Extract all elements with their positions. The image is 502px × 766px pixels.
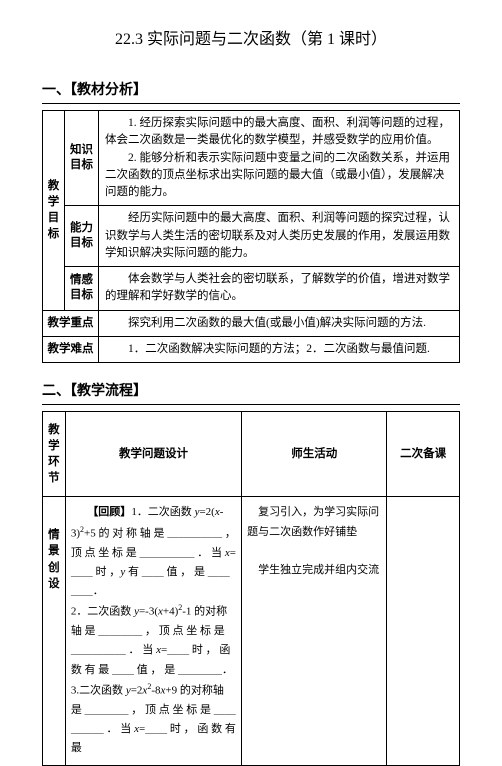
difficulty-text: 1．二次函数解决实际问题的方法；2．二次函数与最值问题.	[99, 336, 460, 362]
row-label: 能力目标	[65, 206, 99, 267]
table-header-row: 教学环节 教学问题设计 师生活动 二次备课	[43, 412, 460, 497]
activity-cell: 复习引入，为学习实际问题与二次函数作好铺垫 学生独立完成并组内交流	[242, 497, 387, 765]
table-row: 教学难点 1．二次函数解决实际问题的方法；2．二次函数与最值问题.	[43, 336, 460, 362]
table-row: 情景创设 【回顾】1．二次函数 y=2(x-3)2+5 的 对 称 轴 是 ＿＿…	[43, 497, 460, 765]
difficulty-label: 教学难点	[43, 336, 99, 362]
notes-cell	[387, 497, 460, 765]
section1-header: 一、【教材分析】	[42, 80, 460, 104]
stage-label: 情景创设	[43, 497, 66, 765]
row-text: 经历实际问题中的最大高度、面积、利润等问题的探究过程，认识数学与人类生活的密切联…	[99, 206, 460, 267]
table-row: 教学目标 知识目标 1. 经历探索实际问题中的最大高度、面积、利润等问题的过程，…	[43, 111, 460, 206]
col-header: 师生活动	[242, 412, 387, 497]
table-row: 能力目标 经历实际问题中的最大高度、面积、利润等问题的探究过程，认识数学与人类生…	[43, 206, 460, 267]
table-row: 情感目标 体会数学与人类社会的密切联系，了解数学的价值，增进对数学的理解和学好数…	[43, 267, 460, 311]
row-label: 知识目标	[65, 111, 99, 206]
analysis-table: 教学目标 知识目标 1. 经历探索实际问题中的最大高度、面积、利润等问题的过程，…	[42, 110, 460, 363]
row-label: 情感目标	[65, 267, 99, 311]
focus-text: 探究利用二次函数的最大值(或最小值)解决实际问题的方法.	[99, 310, 460, 336]
flow-table: 教学环节 教学问题设计 师生活动 二次备课 情景创设 【回顾】1．二次函数 y=…	[42, 411, 460, 766]
section2-header: 二、【教学流程】	[42, 381, 460, 405]
row-text: 体会数学与人类社会的密切联系，了解数学的价值，增进对数学的理解和学好数学的信心。	[99, 267, 460, 311]
col-header: 二次备课	[387, 412, 460, 497]
design-cell: 【回顾】1．二次函数 y=2(x-3)2+5 的 对 称 轴 是 ＿＿＿＿＿ ，…	[65, 497, 241, 765]
goal-rowlabel: 教学目标	[43, 111, 65, 311]
page-title: 22.3 实际问题与二次函数（第 1 课时）	[42, 28, 460, 52]
col-header: 教学问题设计	[65, 412, 241, 497]
row-text: 1. 经历探索实际问题中的最大高度、面积、利润等问题的过程，体会二次函数是一类最…	[99, 111, 460, 206]
col-header: 教学环节	[43, 412, 66, 497]
table-row: 教学重点 探究利用二次函数的最大值(或最小值)解决实际问题的方法.	[43, 310, 460, 336]
focus-label: 教学重点	[43, 310, 99, 336]
